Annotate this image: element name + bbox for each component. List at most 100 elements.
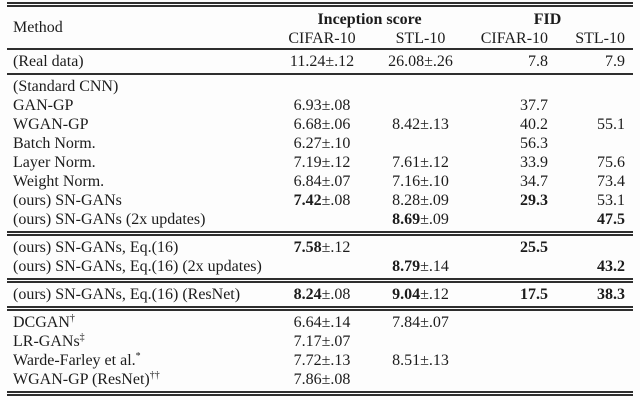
table-group: (ours) SN-GANs, Eq.(16) 7.58±.12 25.5 (ours…	[7, 234, 634, 281]
inception-stl10-cell: 8.51±.13	[367, 351, 462, 370]
col-header-method: Method	[13, 19, 63, 36]
fid-cifar10-cell	[462, 309, 552, 333]
method-cell: (ours) SN-GANs, Eq.(16)	[13, 239, 179, 256]
score-error: ±.12	[321, 154, 351, 171]
table-group: DCGAN† 6.64±.14 7.84±.07 LR-GANs‡ 7.17±.07 Wa…	[7, 309, 633, 394]
col-group-fid: FID	[533, 11, 562, 28]
score-error: ±.07	[321, 333, 351, 350]
inception-stl10-cell	[367, 370, 462, 394]
table-group: (ours) SN-GANs, Eq.(16) (ResNet) 8.24±.08…	[7, 281, 634, 309]
fid-cifar10-cell: 29.3	[462, 191, 552, 210]
fid-cifar10-cell	[462, 332, 552, 351]
fid-stl10-cell: 43.2	[552, 257, 633, 281]
score-error: ±.14	[321, 314, 351, 331]
fid-cifar10-cell: 17.5	[462, 281, 552, 309]
score-value: 47.5	[597, 211, 626, 228]
score-value: 11.24	[289, 53, 326, 70]
table-row: DCGAN† 6.64±.14 7.84±.07	[7, 309, 633, 333]
fid-stl10-cell: 75.6	[552, 153, 633, 172]
inception-cifar10-cell: 7.19±.12	[277, 153, 367, 172]
col-header-inception-stl10: STL-10	[395, 30, 446, 47]
fid-cifar10-cell	[462, 370, 552, 394]
method-cell: (ours) SN-GANs (2x updates)	[13, 211, 206, 228]
fid-cifar10-cell: 7.8	[462, 49, 552, 74]
table-row: (ours) SN-GANs (2x updates) 8.69±.09 47.5	[7, 210, 633, 234]
score-error: ±.07	[420, 314, 449, 331]
score-value: 37.7	[520, 97, 549, 114]
fid-stl10-cell	[552, 134, 633, 153]
score-value: 29.3	[520, 192, 549, 209]
method-cell: (ours) SN-GANs, Eq.(16) (ResNet)	[13, 286, 241, 303]
score-error: ±.12	[420, 286, 449, 303]
fid-cifar10-cell	[462, 74, 552, 96]
fid-stl10-cell: 73.4	[552, 172, 633, 191]
method-cell: Batch Norm.	[13, 135, 96, 152]
fid-cifar10-cell: 33.9	[462, 153, 552, 172]
inception-stl10-cell: 26.08±.26	[367, 49, 462, 74]
score-value: 7.72	[293, 352, 322, 369]
score-value: 17.5	[520, 286, 549, 303]
score-value: 6.68	[293, 116, 322, 133]
score-value: 38.3	[597, 286, 626, 303]
inception-stl10-cell: 8.42±.13	[367, 115, 462, 134]
inception-cifar10-cell	[277, 74, 367, 96]
score-value: 6.93	[293, 97, 322, 114]
inception-cifar10-cell: 6.64±.14	[277, 309, 367, 333]
score-error: ±.08	[321, 97, 351, 114]
score-value: 25.5	[520, 239, 549, 256]
table-row: Weight Norm. 6.84±.07 7.16±.10 34.7 73.4	[7, 172, 633, 191]
score-error: ±.13	[420, 116, 449, 133]
inception-stl10-cell: 8.79±.14	[367, 257, 462, 281]
score-value: 53.1	[597, 192, 626, 209]
score-value: 75.6	[597, 154, 626, 171]
footnote-marker: †	[69, 313, 75, 324]
fid-cifar10-cell: 25.5	[462, 234, 552, 258]
score-error: ±.26	[424, 53, 453, 70]
table-row: LR-GANs‡ 7.17±.07	[7, 332, 633, 351]
score-value: 7.42	[293, 192, 322, 209]
score-value: 8.24	[293, 286, 322, 303]
score-value: 6.64	[293, 314, 322, 331]
header-row-groups: Method Inception score FID	[7, 5, 633, 36]
score-value: 8.79	[392, 258, 421, 275]
fid-stl10-cell	[552, 351, 633, 370]
method-cell: Weight Norm.	[13, 173, 105, 190]
score-error: ±.07	[321, 173, 351, 190]
fid-stl10-cell	[552, 309, 633, 333]
score-error: ±.09	[420, 192, 449, 209]
inception-cifar10-cell	[277, 257, 367, 281]
score-value: 9.04	[392, 286, 421, 303]
header-row-datasets: CIFAR-10 STL-10 CIFAR-10 STL-10	[7, 29, 633, 49]
method-cell: WGAN-GP	[13, 116, 89, 133]
table-row: WGAN-GP (ResNet)†† 7.86±.08	[7, 370, 633, 394]
table-group: (Real data) 11.24±.12 26.08±.26 7.8 7.9	[7, 49, 634, 74]
inception-cifar10-cell: 7.42±.08	[277, 191, 367, 210]
col-header-fid-cifar10: CIFAR-10	[480, 30, 549, 47]
table-row: Layer Norm. 7.19±.12 7.61±.12 33.9 75.6	[7, 153, 633, 172]
table-row: (Real data) 11.24±.12 26.08±.26 7.8 7.9	[7, 49, 633, 74]
fid-cifar10-cell	[462, 257, 552, 281]
score-value: 7.86	[293, 371, 322, 388]
col-header-inception-cifar10: CIFAR-10	[288, 30, 356, 47]
fid-stl10-cell	[552, 96, 633, 115]
inception-cifar10-cell: 7.72±.13	[277, 351, 367, 370]
method-cell: (ours) SN-GANs, Eq.(16) (2x updates)	[13, 258, 262, 275]
fid-cifar10-cell	[462, 210, 552, 234]
inception-cifar10-cell: 7.17±.07	[277, 332, 367, 351]
table-row: (ours) SN-GANs, Eq.(16) (ResNet) 8.24±.08…	[7, 281, 633, 309]
score-error: ±.12	[321, 239, 351, 256]
inception-cifar10-cell: 7.86±.08	[277, 370, 367, 394]
score-error: ±.08	[321, 371, 351, 388]
score-value: 7.58	[293, 239, 322, 256]
score-value: 56.3	[520, 135, 549, 152]
score-value: 7.17	[293, 333, 322, 350]
inception-cifar10-cell: 6.68±.06	[277, 115, 367, 134]
fid-cifar10-cell: 34.7	[462, 172, 552, 191]
method-cell: (Standard CNN)	[13, 78, 119, 95]
method-cell: (Real data)	[13, 53, 84, 70]
score-error: ±.12	[325, 53, 355, 70]
score-error: ±.10	[321, 135, 351, 152]
inception-stl10-cell: 8.69±.09	[367, 210, 462, 234]
score-value: 8.51	[392, 352, 421, 369]
